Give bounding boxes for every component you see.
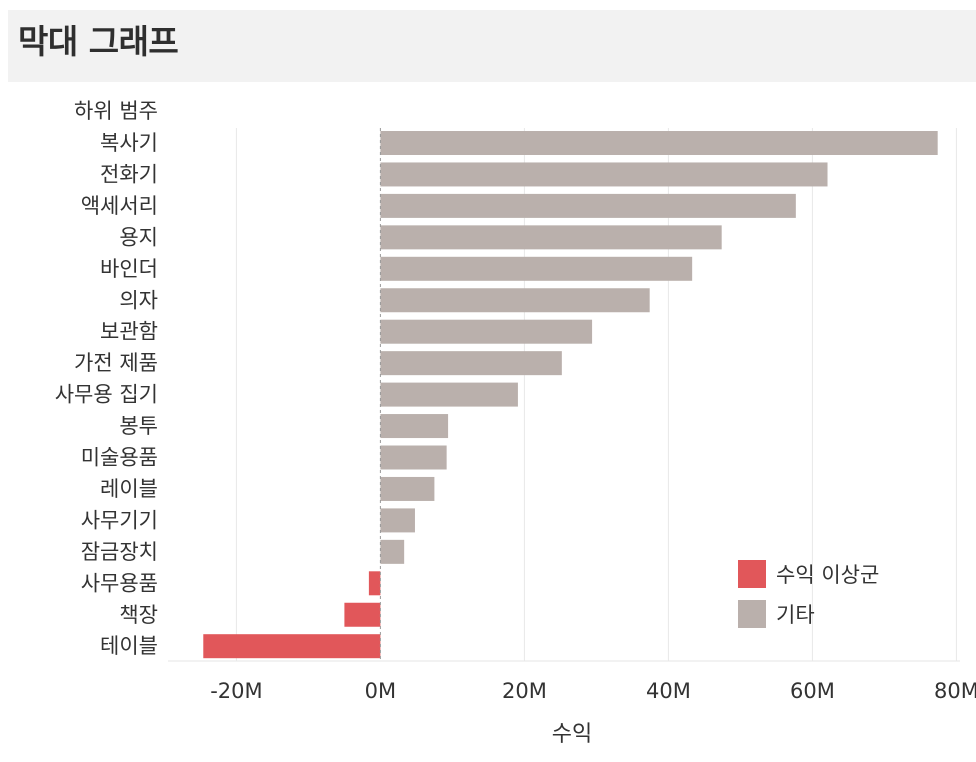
bar[interactable]: [203, 634, 381, 659]
x-axis-title: 수익: [552, 722, 592, 747]
category-label: 봉투: [119, 414, 158, 438]
category-label: 책장: [119, 603, 158, 627]
page-title: 막대 그래프: [18, 22, 179, 61]
x-tick-label: 20M: [502, 679, 547, 703]
bar[interactable]: [380, 256, 693, 281]
bar[interactable]: [380, 225, 722, 250]
category-label: 잠금장치: [81, 540, 158, 564]
category-label: 가전 제품: [74, 351, 158, 375]
bars: [203, 128, 938, 661]
category-label: 바인더: [100, 257, 158, 281]
category-label: 의자: [119, 288, 158, 312]
bar[interactable]: [380, 288, 650, 313]
legend-swatch: [738, 600, 766, 628]
legend-label: 기타: [776, 603, 815, 627]
category-label: 전화기: [100, 162, 158, 186]
category-label: 테이블: [100, 634, 158, 658]
bar[interactable]: [380, 476, 435, 501]
bar[interactable]: [380, 319, 593, 344]
x-tick-label: 60M: [790, 679, 835, 703]
bar[interactable]: [380, 351, 562, 376]
category-label: 사무용품: [81, 571, 158, 595]
category-axis-title: 하위 범주: [74, 99, 158, 123]
bar[interactable]: [380, 131, 938, 155]
bar[interactable]: [344, 602, 381, 627]
bar[interactable]: [380, 445, 447, 470]
legend-label: 수익 이상군: [776, 563, 879, 587]
title-bar: 막대 그래프: [8, 10, 976, 82]
bar[interactable]: [380, 193, 796, 218]
bar[interactable]: [380, 414, 449, 439]
category-label: 레이블: [100, 477, 158, 501]
legend-swatch: [738, 560, 766, 588]
category-label: 사무용 집기: [55, 383, 158, 407]
category-label: 미술용품: [81, 446, 158, 470]
bar[interactable]: [380, 382, 518, 407]
grid-lines: [168, 128, 960, 662]
x-tick-labels: -20M 0M 20M 40M 60M 80M: [210, 679, 976, 703]
bar[interactable]: [380, 539, 405, 564]
category-label: 보관함: [100, 320, 158, 344]
category-label: 사무기기: [81, 508, 158, 532]
category-label: 액세서리: [81, 194, 158, 218]
bar[interactable]: [380, 508, 415, 533]
x-tick-label: 40M: [646, 679, 691, 703]
bar[interactable]: [368, 571, 381, 596]
category-label: 용지: [119, 225, 158, 249]
bar[interactable]: [380, 162, 828, 187]
category-label: 복사기: [100, 131, 158, 155]
x-tick-label: 0M: [365, 679, 396, 703]
x-tick-label: -20M: [210, 679, 262, 703]
x-tick-label: 80M: [934, 679, 976, 703]
